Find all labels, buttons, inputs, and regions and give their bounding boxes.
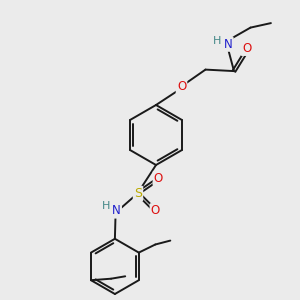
Text: H: H [212, 35, 221, 46]
Text: S: S [134, 187, 142, 200]
Text: N: N [224, 38, 232, 51]
Text: O: O [151, 204, 160, 218]
Text: O: O [177, 80, 186, 94]
Text: O: O [242, 42, 251, 55]
Text: O: O [154, 172, 163, 185]
Text: N: N [112, 204, 121, 218]
Text: H: H [102, 201, 110, 212]
